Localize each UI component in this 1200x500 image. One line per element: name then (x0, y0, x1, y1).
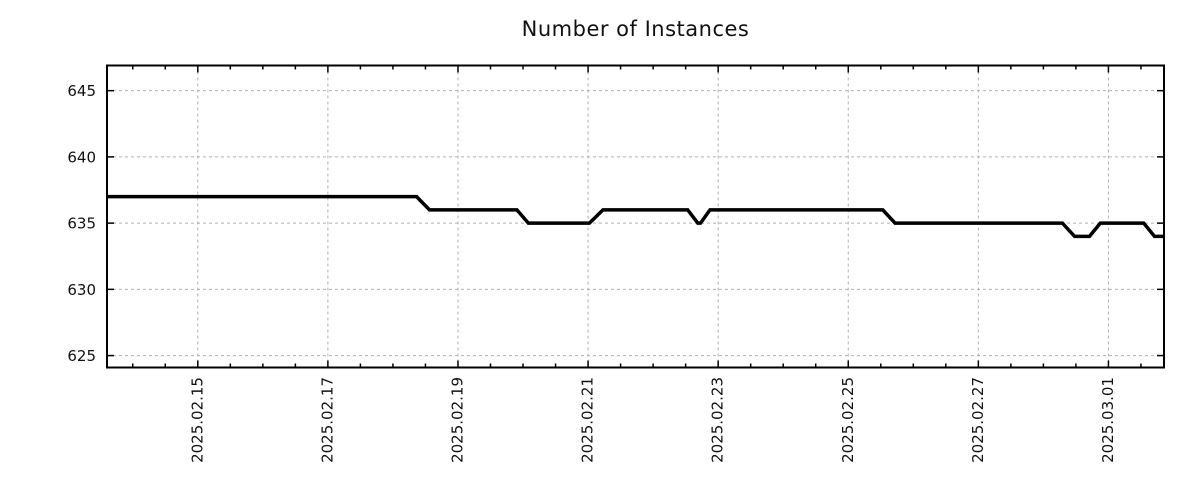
y-tick-label: 625 (67, 347, 96, 365)
x-tick-label: 2025.02.25 (839, 377, 857, 463)
y-tick-label: 635 (67, 215, 96, 233)
y-tick-label: 645 (67, 82, 96, 100)
x-tick-label: 2025.02.21 (579, 377, 597, 463)
x-tick-label: 2025.02.19 (448, 377, 466, 463)
y-tick-label: 640 (67, 148, 96, 166)
plot-border (106, 64, 1165, 369)
x-tick-label: 2025.02.17 (318, 377, 336, 463)
x-tick-label: 2025.02.15 (188, 377, 206, 463)
chart-title: Number of Instances (521, 17, 750, 41)
x-tick-label: 2025.03.01 (1099, 377, 1117, 463)
x-tick-label: 2025.02.27 (969, 377, 987, 463)
data-line-instances (107, 194, 1164, 239)
y-tick-label: 630 (67, 281, 96, 299)
x-tick-label: 2025.02.23 (709, 377, 727, 463)
